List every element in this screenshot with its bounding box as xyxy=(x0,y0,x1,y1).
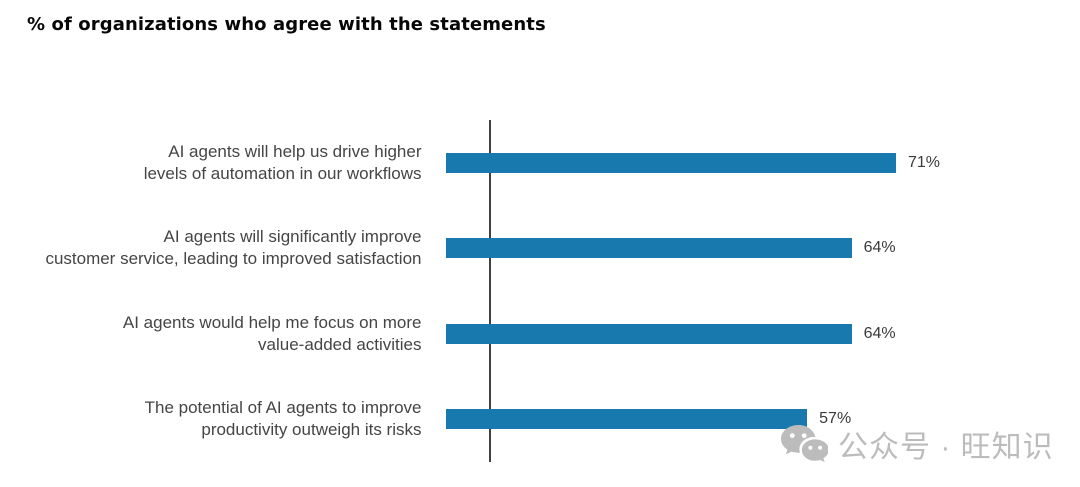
wechat-icon xyxy=(781,425,828,463)
watermark: 公众号 · 旺知识 xyxy=(780,422,1054,466)
value-label: 64% xyxy=(863,239,896,257)
bar-row: The potential of AI agents to improve pr… xyxy=(0,377,1080,463)
bar-plot-area: AI agents will help us drive higher leve… xyxy=(0,120,1080,462)
chart-title: % of organizations who agree with the st… xyxy=(27,14,546,35)
value-label: 71% xyxy=(907,153,941,171)
bar xyxy=(445,323,852,344)
bar xyxy=(445,409,808,430)
category-label: AI agents will significantly improve cus… xyxy=(45,227,422,269)
category-label: AI agents would help me focus on more va… xyxy=(122,312,422,354)
bar-track: 57% xyxy=(445,409,1080,430)
category-label: AI agents will help us drive higher leve… xyxy=(143,141,422,183)
bar xyxy=(445,238,852,259)
bar xyxy=(445,152,896,173)
value-label: 57% xyxy=(819,410,852,428)
bar-row: AI agents would help me focus on more va… xyxy=(0,291,1080,377)
y-axis-line xyxy=(489,120,491,462)
value-label: 64% xyxy=(863,324,896,342)
bar-track: 64% xyxy=(445,238,1080,259)
bar-row: AI agents will help us drive higher leve… xyxy=(0,120,1080,206)
watermark-text: 公众号 · 旺知识 xyxy=(838,431,1054,464)
category-label: The potential of AI agents to improve pr… xyxy=(144,398,422,440)
bar-track: 71% xyxy=(445,152,1080,173)
bar-row: AI agents will significantly improve cus… xyxy=(0,206,1080,292)
bar-track: 64% xyxy=(445,323,1080,344)
